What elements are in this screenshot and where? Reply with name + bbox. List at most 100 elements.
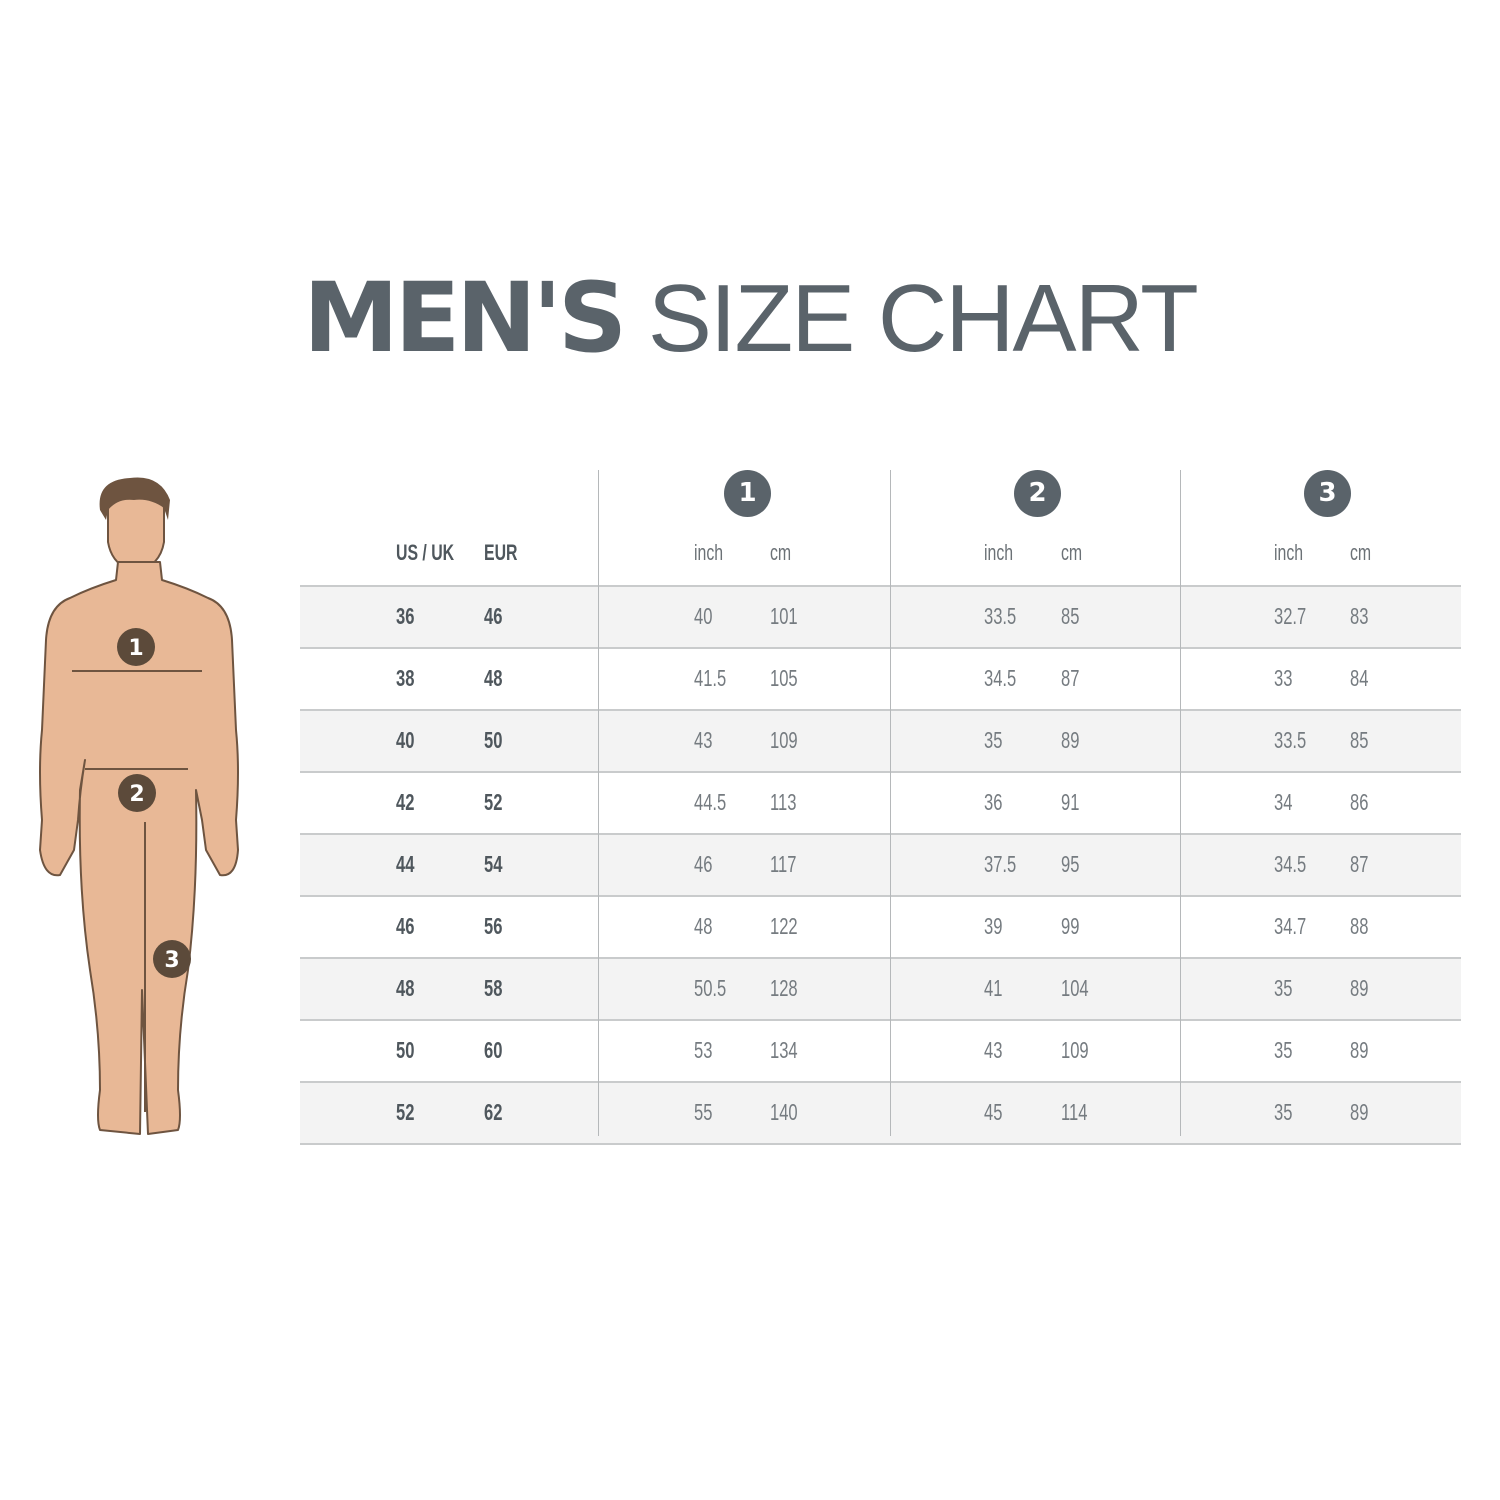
cell-m3-inch: 35 [1274,975,1293,1001]
table-row: 50 60 53 134 43 109 35 89 [300,1019,1461,1081]
cell-m1-cm: 128 [770,975,798,1001]
marker-3-label: 3 [164,948,179,973]
cell-eur: 62 [484,1099,503,1125]
group-1-badge: 1 [724,470,771,517]
cell-us-uk: 38 [396,665,415,691]
cell-us-uk: 40 [396,727,415,753]
body-illustration [39,481,239,1135]
page-title: MEN'S SIZE CHART [0,262,1500,374]
cell-us-uk: 50 [396,1037,415,1063]
cell-us-uk: 46 [396,913,415,939]
marker-1-label: 1 [128,636,143,661]
cell-m2-inch: 35 [984,727,1003,753]
cell-m3-inch: 33.5 [1274,727,1307,753]
cell-m3-inch: 32.7 [1274,603,1307,629]
table-row: 48 58 50.5 128 41 104 35 89 [300,957,1461,1019]
cell-m3-inch: 34 [1274,789,1293,815]
cell-m2-cm: 87 [1061,665,1080,691]
cell-m1-inch: 40 [694,603,713,629]
cell-m1-cm: 101 [770,603,798,629]
column-divider [1180,470,1181,1136]
cell-m2-cm: 104 [1061,975,1089,1001]
cell-eur: 54 [484,851,503,877]
cell-m1-inch: 43 [694,727,713,753]
cell-m1-inch: 48 [694,913,713,939]
cell-m2-inch: 43 [984,1037,1003,1063]
cell-m1-cm: 140 [770,1099,798,1125]
marker-2-label: 2 [129,782,144,807]
group-1-inch: inch [694,540,724,565]
cell-m3-inch: 34.7 [1274,913,1307,939]
cell-m3-cm: 86 [1350,789,1369,815]
header-eur: EUR [484,540,518,565]
hair [99,477,170,520]
marker-3-icon: 3 [153,940,191,978]
group-3-cm: cm [1350,540,1372,565]
cell-m2-inch: 33.5 [984,603,1017,629]
group-3-badge: 3 [1304,470,1351,517]
table-row: 40 50 43 109 35 89 33.5 85 [300,709,1461,771]
cell-m3-inch: 35 [1274,1099,1293,1125]
table-row: 52 62 55 140 45 114 35 89 [300,1081,1461,1145]
table-row: 38 48 41.5 105 34.5 87 33 84 [300,647,1461,709]
table-row: 42 52 44.5 113 36 91 34 86 [300,771,1461,833]
table-body: 36 46 40 101 33.5 85 32.7 83 38 48 41.5 105 34.5 87 33… [300,585,1461,1145]
cell-m3-inch: 33 [1274,665,1293,691]
table-row: 44 54 46 117 37.5 95 34.5 87 [300,833,1461,895]
cell-m1-cm: 105 [770,665,798,691]
cell-m2-cm: 85 [1061,603,1080,629]
cell-eur: 46 [484,603,503,629]
cell-us-uk: 36 [396,603,415,629]
group-2-cm: cm [1061,540,1083,565]
cell-m1-inch: 44.5 [694,789,727,815]
cell-m2-inch: 37.5 [984,851,1017,877]
cell-m2-cm: 89 [1061,727,1080,753]
cell-m2-inch: 41 [984,975,1003,1001]
column-divider [890,470,891,1136]
group-2-badge: 2 [1014,470,1061,517]
measure-arrows [72,670,202,1112]
cell-m1-inch: 55 [694,1099,713,1125]
cell-us-uk: 48 [396,975,415,1001]
cell-m1-cm: 134 [770,1037,798,1063]
cell-m2-cm: 95 [1061,851,1080,877]
cell-us-uk: 44 [396,851,415,877]
cell-m3-cm: 89 [1350,975,1369,1001]
group-3-inch: inch [1274,540,1304,565]
cell-m1-cm: 109 [770,727,798,753]
marker-2-icon: 2 [118,774,156,812]
group-2-inch: inch [984,540,1014,565]
table-row: 46 56 48 122 39 99 34.7 88 [300,895,1461,957]
cell-m1-cm: 113 [770,789,797,815]
table-header: US / UK EUR 1 inch cm 2 inch cm 3 inch c… [300,470,1461,585]
cell-eur: 56 [484,913,503,939]
cell-m1-inch: 53 [694,1037,713,1063]
body-measurement-figure: 1 2 3 [39,477,239,1135]
cell-m2-inch: 34.5 [984,665,1017,691]
cell-m3-cm: 85 [1350,727,1369,753]
cell-eur: 50 [484,727,503,753]
cell-m2-cm: 114 [1061,1099,1088,1125]
marker-1-icon: 1 [117,628,155,666]
cell-m1-inch: 41.5 [694,665,727,691]
cell-eur: 52 [484,789,503,815]
cell-m1-cm: 117 [770,851,797,877]
header-us-uk: US / UK [396,540,455,565]
cell-m2-cm: 99 [1061,913,1080,939]
cell-m3-cm: 84 [1350,665,1369,691]
cell-m2-inch: 36 [984,789,1003,815]
cell-m3-cm: 83 [1350,603,1369,629]
cell-us-uk: 52 [396,1099,415,1125]
cell-m2-inch: 45 [984,1099,1003,1125]
cell-m3-cm: 88 [1350,913,1369,939]
cell-m2-inch: 39 [984,913,1003,939]
cell-m2-cm: 91 [1061,789,1080,815]
group-1-cm: cm [770,540,792,565]
cell-m3-cm: 89 [1350,1099,1369,1125]
cell-m3-inch: 35 [1274,1037,1293,1063]
table-row: 36 46 40 101 33.5 85 32.7 83 [300,585,1461,647]
cell-m1-cm: 122 [770,913,798,939]
cell-m1-inch: 50.5 [694,975,727,1001]
cell-m3-cm: 87 [1350,851,1369,877]
column-divider [598,470,599,1136]
